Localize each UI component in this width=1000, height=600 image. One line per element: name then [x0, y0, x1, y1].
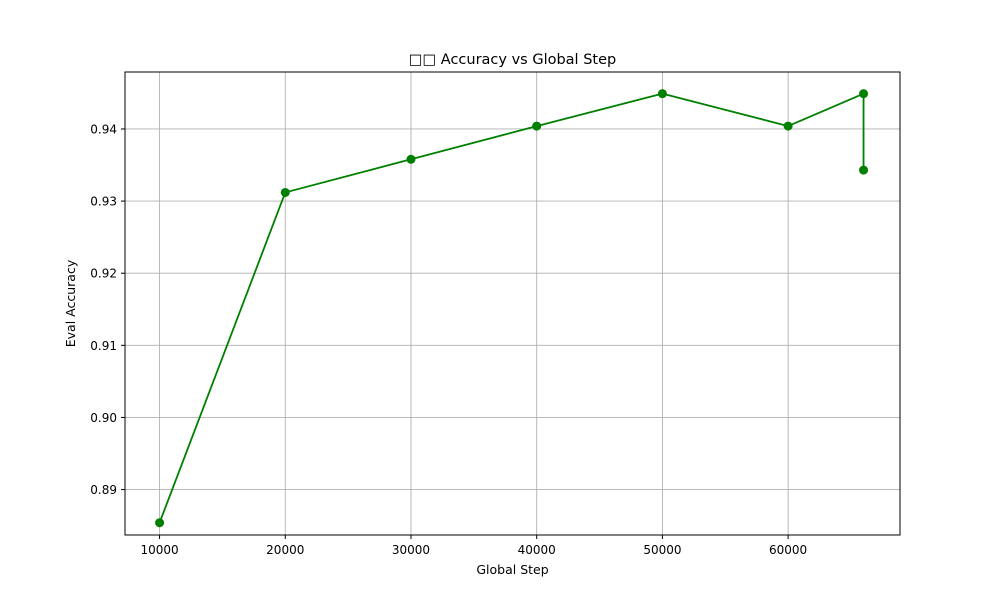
data-point [859, 165, 869, 175]
y-tick-label: 0.91 [90, 339, 117, 353]
data-point [280, 187, 290, 197]
x-tick-label: 40000 [518, 543, 556, 557]
x-axis-label: Global Step [476, 562, 548, 577]
data-point [783, 121, 793, 131]
y-tick-label: 0.94 [90, 122, 117, 136]
chart-title: □□ Accuracy vs Global Step [409, 52, 616, 68]
y-tick-label: 0.93 [90, 195, 117, 209]
x-tick-label: 20000 [266, 543, 304, 557]
series-line [158, 92, 865, 524]
y-axis-label: Eval Accuracy [63, 259, 78, 347]
x-axis-ticks: 10000 20000 30000 40000 50000 60000 [140, 535, 807, 557]
grid [125, 72, 900, 535]
data-point [406, 154, 416, 164]
plot-area-frame [124, 71, 901, 536]
data-point [155, 518, 165, 528]
y-axis-ticks: 0.89 0.90 0.91 0.92 0.93 0.94 [90, 122, 125, 497]
x-tick-label: 50000 [643, 543, 681, 557]
y-tick-label: 0.89 [90, 483, 117, 497]
y-tick-label: 0.92 [90, 267, 117, 281]
series-layer [155, 89, 869, 528]
data-point [859, 89, 869, 99]
x-tick-label: 10000 [140, 543, 178, 557]
data-point [657, 89, 667, 99]
x-tick-label: 60000 [769, 543, 807, 557]
y-tick-label: 0.90 [90, 411, 117, 425]
x-tick-label: 30000 [392, 543, 430, 557]
data-point [532, 121, 542, 131]
